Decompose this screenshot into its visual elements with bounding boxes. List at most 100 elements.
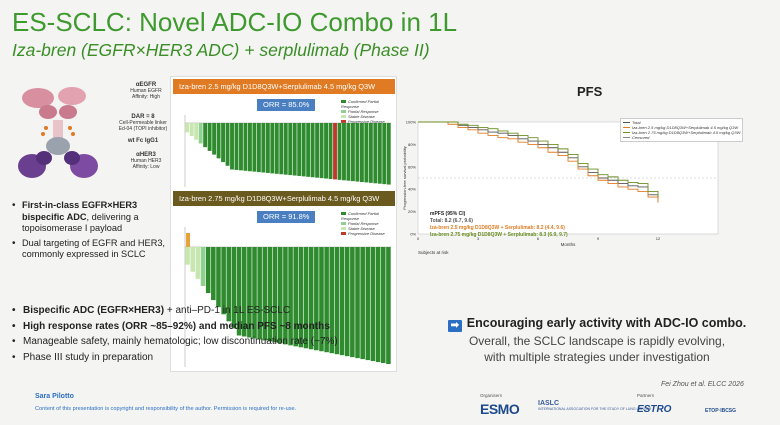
dar-label: DAR = 8 Cell-Permeable linker Ed-04 (TOPI … <box>118 114 168 132</box>
waterfall-bar <box>288 247 293 346</box>
waterfall-bar <box>319 247 324 352</box>
waterfall-bar <box>314 247 319 351</box>
pfs-title: PFS <box>577 84 603 99</box>
waterfall-bar <box>310 123 315 178</box>
waterfall-bar <box>303 247 309 349</box>
waterfall-bar <box>270 123 275 174</box>
waterfall-bar <box>308 247 314 350</box>
waterfall-bar <box>189 123 194 137</box>
waterfall-bar <box>212 123 217 155</box>
waterfall-bar <box>252 247 257 339</box>
y-axis-label: Progression-free survival probability <box>402 146 407 210</box>
egfr-arm-right <box>58 87 86 105</box>
risk-table-label: Subjects at risk <box>418 250 449 255</box>
her3-label: αHER3 Human HER3 Affinity: Low <box>130 152 162 170</box>
waterfall-bar <box>261 123 266 173</box>
citation: Fei Zhou et al. ELCC 2026 <box>661 381 744 388</box>
waterfall-bar <box>315 123 320 178</box>
left-bullet-2: Dual targeting of EGFR and HER3, commonl… <box>10 238 170 261</box>
summary-bullet-3: Manageable safety, mainly hematologic; l… <box>10 334 410 350</box>
waterfall-bar <box>346 123 351 181</box>
waterfall-bar <box>267 247 273 342</box>
copyright-notice: Content of this presentation is copyrigh… <box>35 406 297 412</box>
waterfall-bar <box>283 123 288 175</box>
molecule-diagram: αEGFR Human EGFR Affinity: High DAR = 8 Cel… <box>10 80 170 188</box>
waterfall-bar <box>355 123 360 182</box>
etop-logo: ETOP·IBCSG <box>705 408 737 414</box>
waterfall-bar <box>288 123 293 176</box>
left-bullet-list: First-in-class EGFR×HER3 bispecific ADC,… <box>10 200 170 264</box>
waterfall-bar <box>236 247 242 336</box>
waterfall-bar <box>364 123 369 183</box>
pfs-legend: Total Iza-bren 2.5 mg/kg D1D8Q3W+Serplul… <box>620 118 744 142</box>
estro-logo: ESTRO <box>637 404 672 415</box>
waterfall-bar <box>203 123 208 148</box>
fc-label: wt Fc IgG1 <box>127 138 159 144</box>
waterfall-bar <box>234 123 239 170</box>
waterfall-bar <box>256 123 261 173</box>
cohort1-banner: Iza-bren 2.5 mg/kg D1D8Q3W+Serplulimab 4… <box>173 79 395 94</box>
waterfall-bar <box>386 123 391 185</box>
waterfall-bar <box>334 247 340 355</box>
waterfall-bar <box>324 123 329 179</box>
waterfall-bar <box>265 123 270 173</box>
waterfall-bar <box>373 123 378 184</box>
waterfall-bar <box>211 247 216 301</box>
waterfall-bar <box>243 123 248 171</box>
summary-bullet-1: Bispecific ADC (EGFR×HER3) + anti–PD-1 i… <box>10 303 410 319</box>
waterfall-bar <box>298 247 304 348</box>
summary-bullet-4: Phase III study in preparation <box>10 350 410 366</box>
waterfall-bar <box>198 123 203 144</box>
presenter-name: Sara Pilotto <box>35 393 74 400</box>
waterfall-bar <box>344 247 350 357</box>
waterfall-bar <box>231 247 237 329</box>
waterfall-bar <box>324 247 329 353</box>
waterfall-bar <box>239 123 243 171</box>
km-curve-0 <box>418 121 659 201</box>
waterfall-bar <box>359 123 364 182</box>
waterfall-bar <box>319 123 324 179</box>
waterfall-bar <box>329 247 335 354</box>
waterfall-bar <box>328 123 333 179</box>
waterfall-bar <box>262 247 268 341</box>
slide-title: ES-SCLC: Novel ADC-IO Combo in 1L <box>12 7 458 37</box>
waterfall-bar <box>292 123 297 176</box>
waterfall-bar-positive <box>186 233 190 247</box>
waterfall-bar <box>342 123 346 181</box>
waterfall-bar <box>190 247 195 272</box>
egfr-arm-left <box>22 88 54 108</box>
waterfall-bar <box>230 123 234 170</box>
waterfall-bar <box>306 123 311 177</box>
fc-domain <box>46 137 70 155</box>
summary-bullet-list: Bispecific ADC (EGFR×HER3) + anti–PD-1 i… <box>10 303 410 365</box>
waterfall-bar <box>368 123 373 183</box>
y-tick-label: 20% <box>408 209 416 214</box>
waterfall-bar <box>216 123 221 159</box>
waterfall-bar <box>252 123 257 172</box>
iaslc-logo: IASLC INTERNATIONAL ASSOCIATION FOR THE S… <box>538 400 652 411</box>
waterfall-bar <box>226 247 232 322</box>
waterfall-bar <box>185 247 190 265</box>
y-tick-label: 60% <box>408 164 416 169</box>
waterfall-bar <box>333 123 337 180</box>
esmo-logo: ESMO <box>480 401 520 417</box>
waterfall-bar <box>247 123 252 172</box>
arrow-right-icon: ➡ <box>447 320 462 332</box>
km-curve-1 <box>418 121 659 203</box>
y-tick-label: 80% <box>408 142 416 147</box>
waterfall-bar <box>350 123 355 182</box>
conclusion-callout: ➡ Encouraging early activity with ADC-IO … <box>432 316 762 364</box>
waterfall-bar <box>279 123 284 175</box>
x-tick-label: 12 <box>656 236 661 241</box>
waterfall-bar <box>278 247 283 344</box>
waterfall-bar <box>195 247 201 279</box>
waterfall-bar <box>377 123 382 184</box>
waterfall-bar <box>194 123 199 140</box>
cohort1-orr: ORR = 85.0% <box>257 99 316 111</box>
km-curve-2 <box>418 121 659 198</box>
summary-bullet-2: High response rates (ORR ~85–92%) and me… <box>10 319 410 335</box>
organisers-label: Organisers <box>480 393 503 398</box>
mpfs-summary: mPFS (95% CI) Total: 8.2 (6.7, 9.6) Iza-… <box>430 211 568 238</box>
antibody-illustration <box>18 87 98 178</box>
callout-line2: Overall, the SCLC landscape is rapidly e… <box>468 334 726 348</box>
